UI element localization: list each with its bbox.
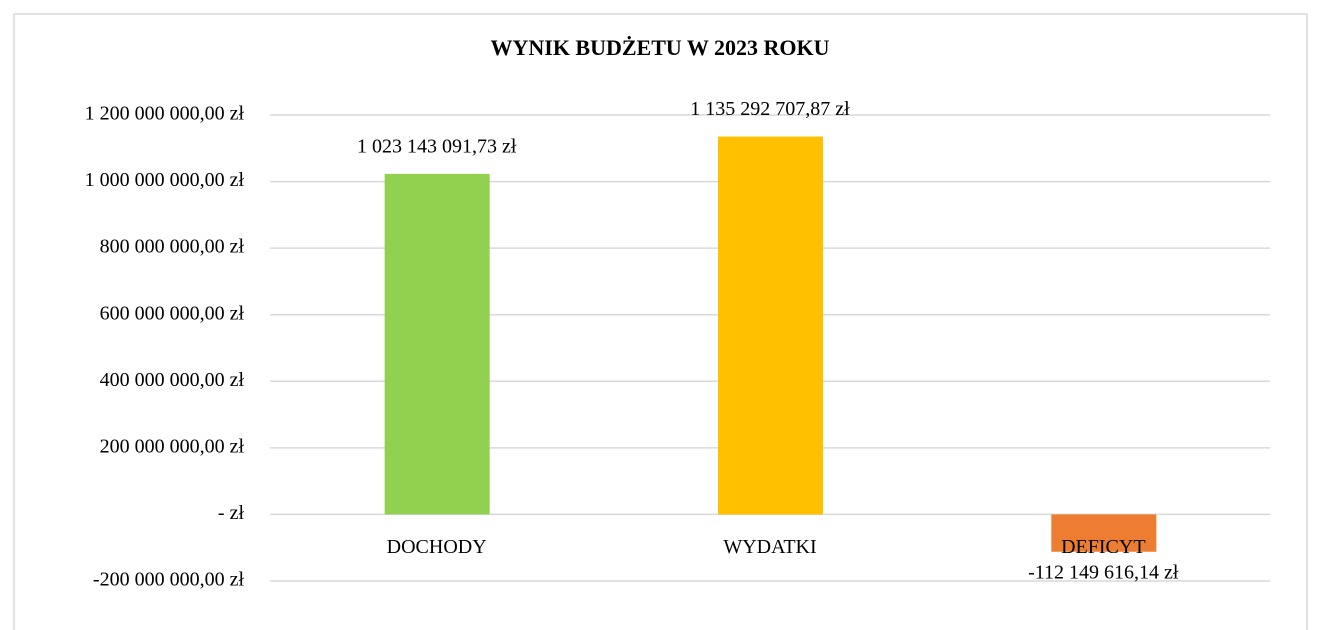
y-tick-label: 800 000 000,00 zł bbox=[100, 236, 245, 258]
data-label: 1 135 292 707,87 zł bbox=[690, 98, 850, 120]
y-tick-label: 200 000 000,00 zł bbox=[100, 435, 245, 457]
x-tick-label: DEFICYT bbox=[1061, 536, 1145, 558]
y-tick-label: 1 200 000 000,00 zł bbox=[85, 103, 245, 125]
data-label: -112 149 616,14 zł bbox=[1028, 561, 1179, 583]
y-tick-label: -200 000 000,00 zł bbox=[93, 569, 245, 591]
x-tick-label: WYDATKI bbox=[723, 536, 816, 558]
bar bbox=[384, 173, 490, 515]
y-tick-label: 600 000 000,00 zł bbox=[100, 302, 245, 324]
chart-title: WYNIK BUDŻETU W 2023 ROKU bbox=[490, 35, 829, 60]
bar bbox=[718, 136, 823, 515]
data-label: 1 023 143 091,73 zł bbox=[357, 135, 517, 157]
x-tick-label: DOCHODY bbox=[387, 536, 487, 558]
y-tick-label: 1 000 000 000,00 zł bbox=[85, 169, 245, 191]
bar bbox=[1051, 514, 1157, 552]
y-tick-label: - zł bbox=[218, 502, 245, 524]
y-tick-label: 400 000 000,00 zł bbox=[100, 369, 245, 391]
